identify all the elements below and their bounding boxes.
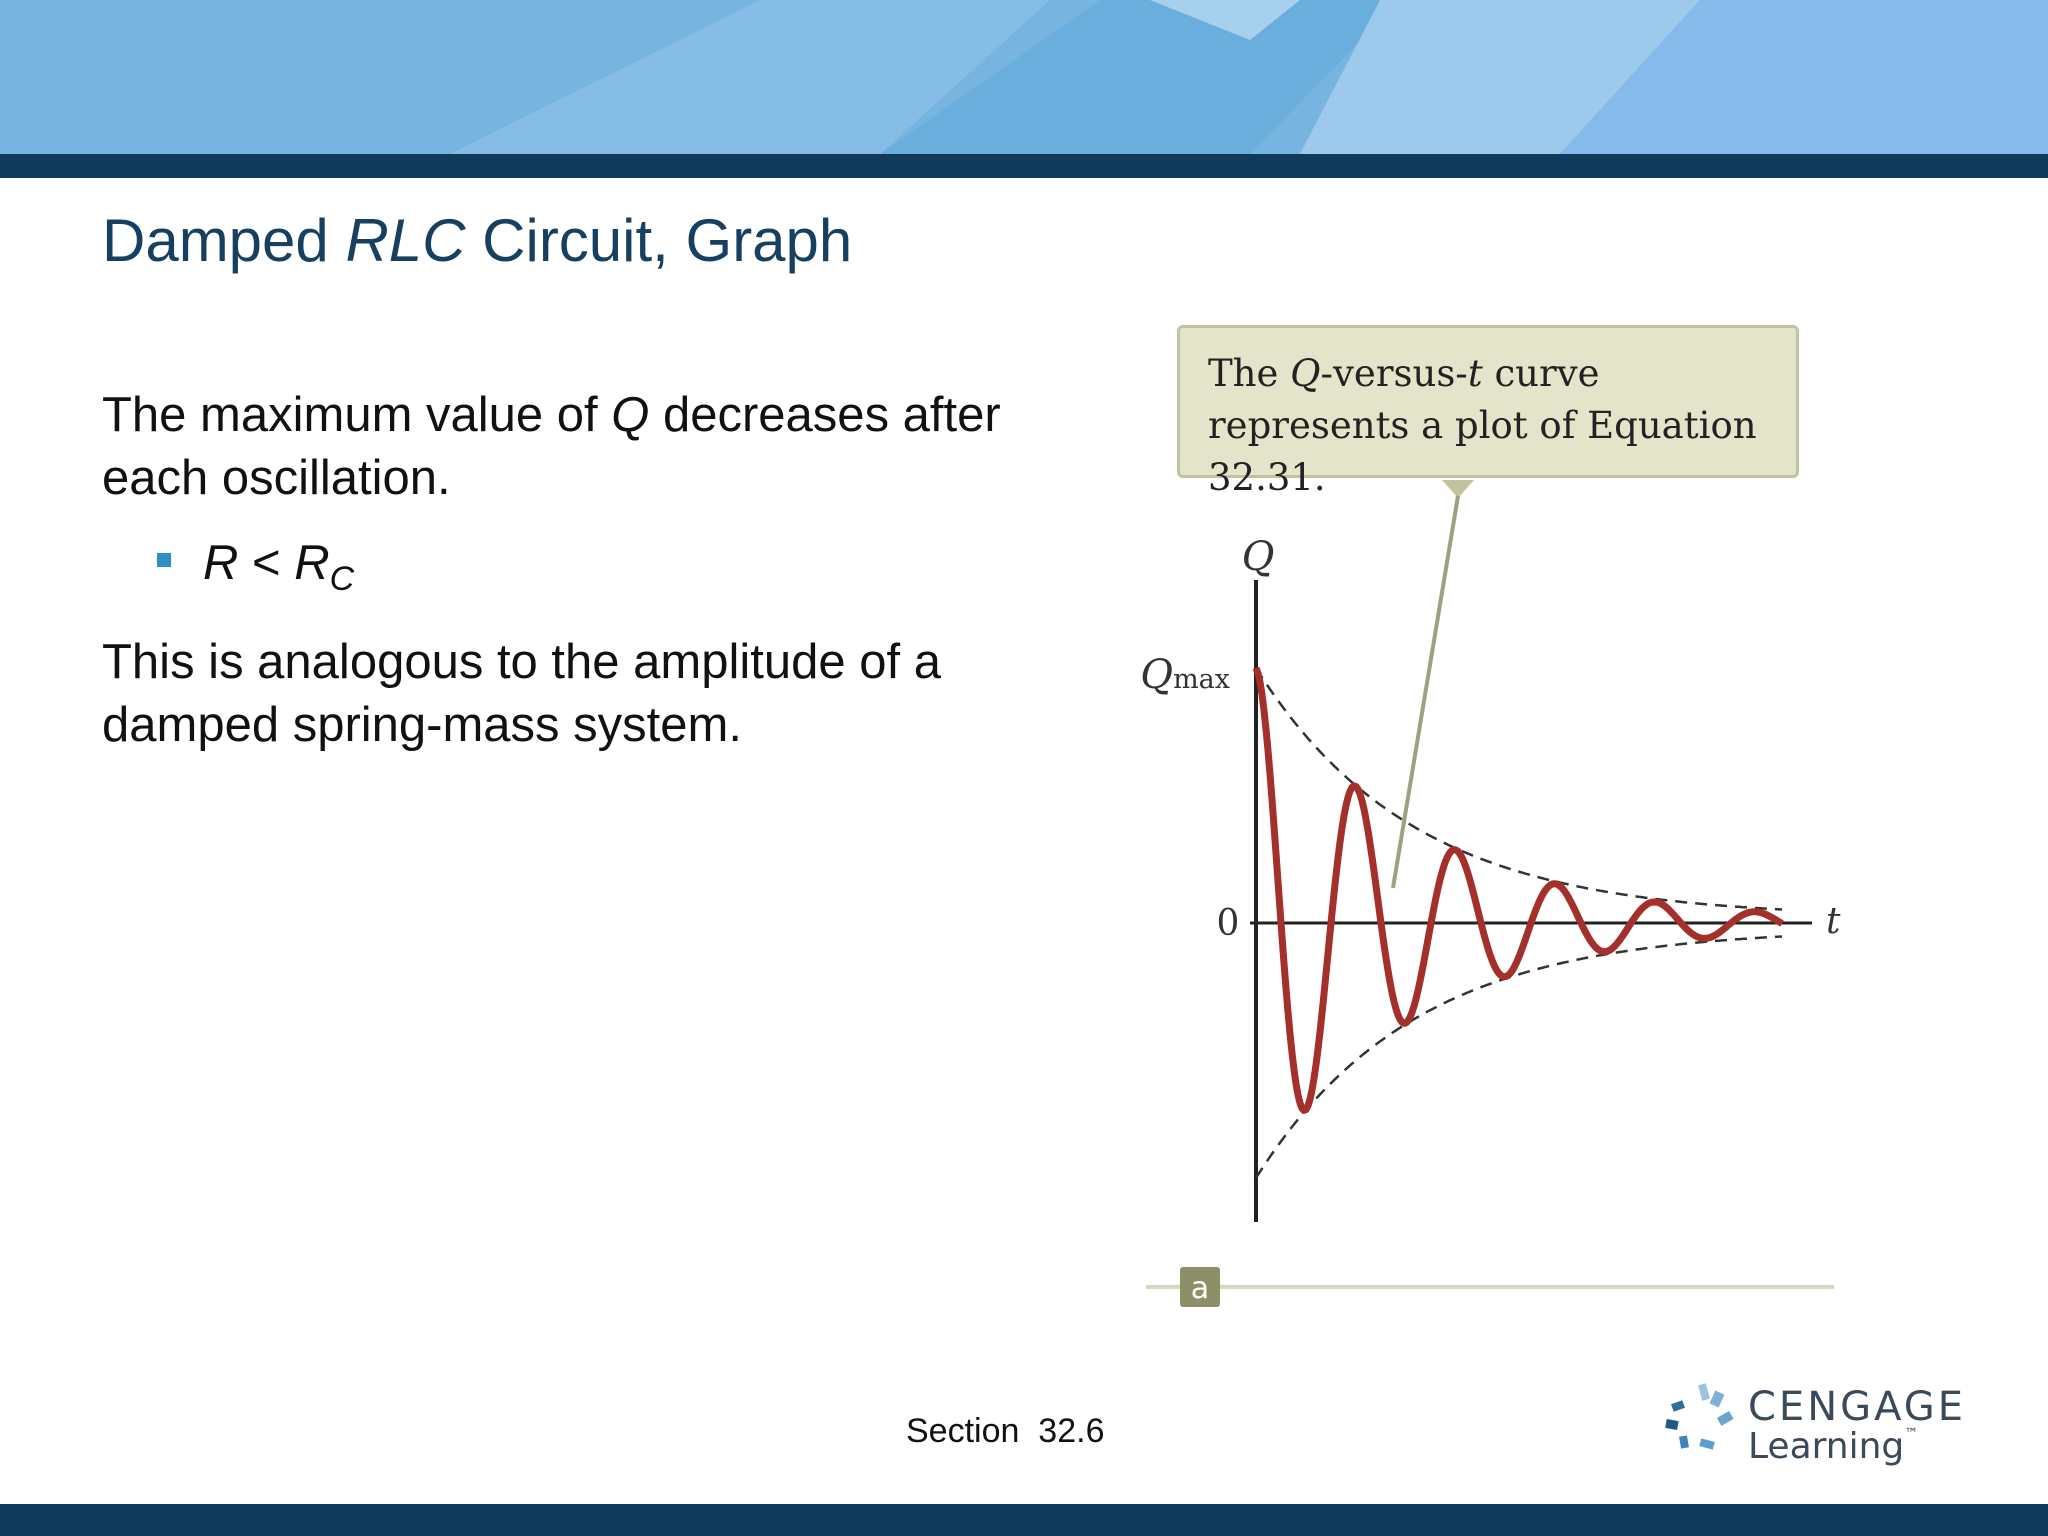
damped-oscillation-figure: Q t Qmax 0 a <box>1140 480 1841 1307</box>
logo-subtext: Learning™ <box>1748 1426 1919 1467</box>
panel-label: a <box>1191 1271 1209 1306</box>
paragraph-max-value: The maximum value of Q decreases after e… <box>102 388 1001 505</box>
lower-envelope <box>1254 935 1783 1179</box>
header-bar <box>0 154 2048 178</box>
callout-pointer <box>1442 480 1474 498</box>
section-footer: Section 32.6 <box>906 1412 1105 1450</box>
bullet-condition: R < RC <box>157 535 354 599</box>
panel-label-box <box>1180 1267 1220 1307</box>
header-banner <box>0 0 2048 154</box>
x-axis-label: t <box>1826 901 1841 942</box>
paragraph-analogy: This is analogous to the amplitude of a … <box>102 635 941 752</box>
bullet-marker <box>157 553 171 568</box>
cengage-logo: CENGAGE Learning™ <box>1660 1380 1963 1470</box>
y-axis-label: Q <box>1242 534 1275 580</box>
slide-title: Damped RLC Circuit, Graph <box>102 207 853 274</box>
logo-wordmark: CENGAGE <box>1748 1384 1967 1430</box>
callout-box: The Q-versus-t curve represents a plot o… <box>1177 325 1799 499</box>
qmax-label: Qmax <box>1140 652 1230 698</box>
logo-mark-icon <box>1665 1383 1734 1450</box>
q-versus-t-curve <box>1252 666 1784 1114</box>
callout-leader-line <box>1391 495 1460 889</box>
footer-bar <box>0 1504 2048 1536</box>
zero-label: 0 <box>1217 903 1240 944</box>
banner-decoration <box>450 0 2048 154</box>
upper-envelope <box>1254 667 1783 911</box>
